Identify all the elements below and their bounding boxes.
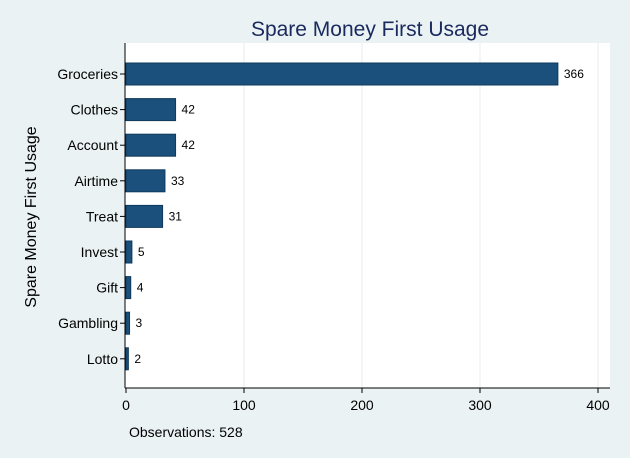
- bars: 366 42 42 33 31 5 4 3 2: [125, 62, 584, 371]
- data-label-invest: 5: [138, 245, 145, 259]
- bar-gift: [125, 276, 132, 300]
- y-tick-label-gift: Gift: [96, 280, 118, 296]
- bar-treat: [125, 204, 164, 228]
- bar-airtime: [125, 169, 166, 193]
- bar-lotto: [125, 347, 129, 371]
- bar-account: [125, 133, 177, 157]
- x-tick-label-100: 100: [232, 397, 256, 413]
- bar-invest: [125, 240, 133, 264]
- axes: Groceries Clothes Account Airtime Treat Inves…: [57, 43, 610, 413]
- data-label-groceries: 366: [564, 67, 584, 81]
- data-label-airtime: 33: [171, 174, 185, 188]
- y-tick-label-lotto: Lotto: [87, 351, 118, 367]
- grid-lines: [243, 43, 599, 388]
- x-tick-label-400: 400: [586, 397, 610, 413]
- chart-title: Spare Money First Usage: [251, 18, 489, 41]
- data-label-account: 42: [182, 138, 196, 152]
- y-tick-label-airtime: Airtime: [74, 173, 118, 189]
- y-tick-label-groceries: Groceries: [57, 66, 118, 82]
- y-tick-label-treat: Treat: [86, 208, 118, 224]
- y-tick-label-invest: Invest: [81, 244, 118, 260]
- bar-gambling: [125, 311, 131, 335]
- bar-groceries: [125, 62, 559, 86]
- x-tick-label-300: 300: [468, 397, 492, 413]
- x-tick-label-0: 0: [122, 397, 130, 413]
- plot-area: [125, 43, 610, 388]
- data-label-gambling: 3: [136, 316, 143, 330]
- bar-clothes: [125, 98, 177, 122]
- y-axis-title: Spare Money First Usage: [23, 126, 40, 308]
- data-label-treat: 31: [169, 209, 183, 223]
- y-tick-label-clothes: Clothes: [71, 102, 118, 118]
- data-label-lotto: 2: [134, 352, 141, 366]
- x-tick-label-200: 200: [350, 397, 374, 413]
- data-label-gift: 4: [137, 281, 144, 295]
- y-tick-label-gambling: Gambling: [58, 315, 118, 331]
- y-tick-label-account: Account: [67, 137, 118, 153]
- data-label-clothes: 42: [182, 103, 196, 117]
- observations-note: Observations: 528: [129, 424, 243, 440]
